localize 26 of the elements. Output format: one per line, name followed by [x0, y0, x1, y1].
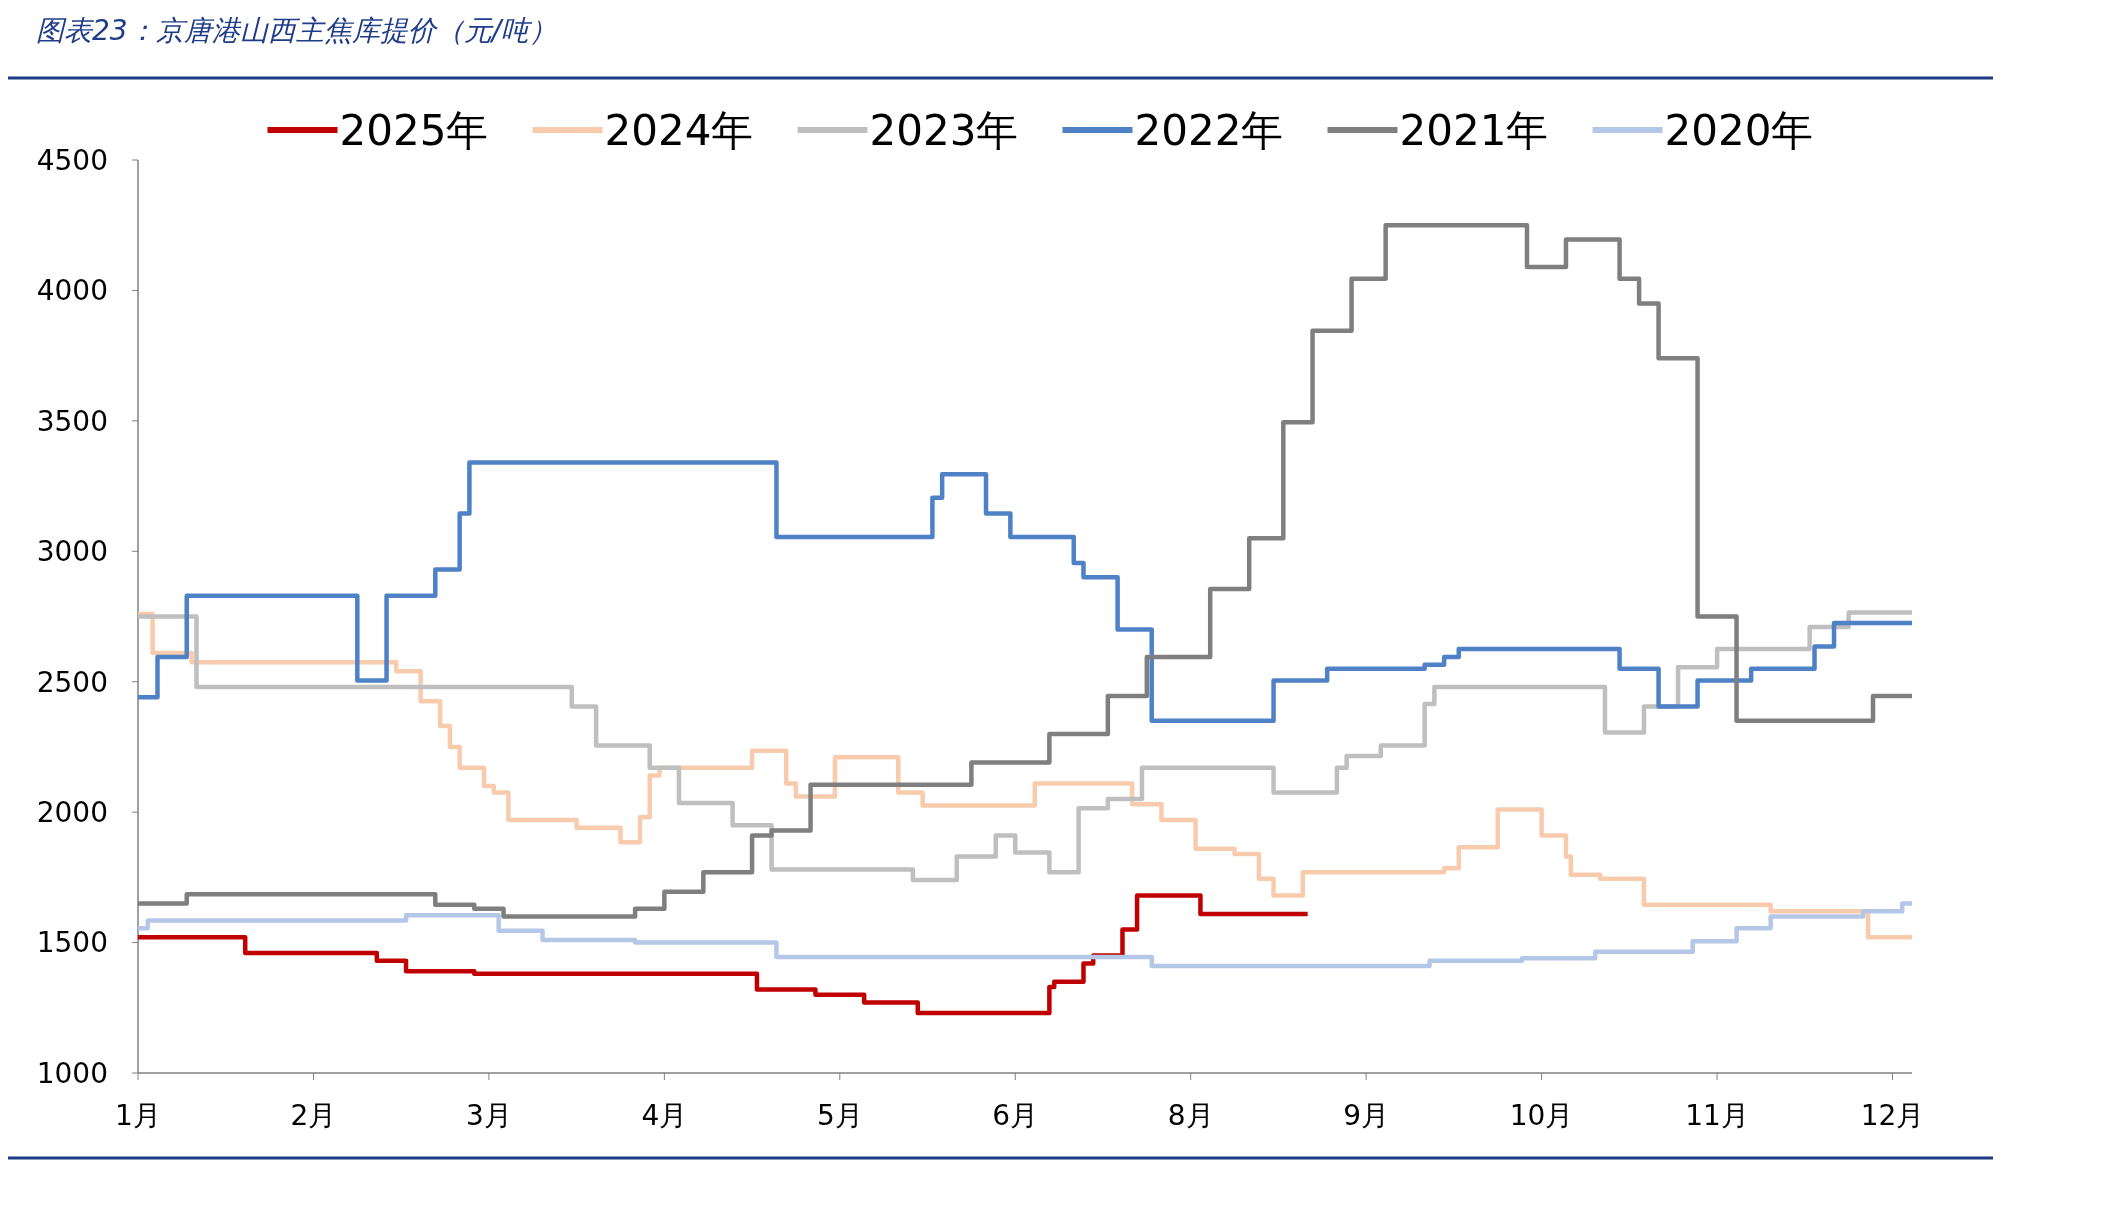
x-tick-label: 5月: [816, 1099, 863, 1132]
x-tick-label: 11月: [1685, 1099, 1749, 1132]
x-tick-label: 6月: [992, 1099, 1039, 1132]
x-tick-label: 1月: [115, 1099, 161, 1132]
x-tick-label: 4月: [641, 1099, 688, 1132]
x-tick-label: 3月: [465, 1099, 512, 1132]
x-tick-label: 12月: [1860, 1099, 1925, 1132]
y-tick-label: 4000: [36, 274, 108, 308]
y-tick-label: 1000: [36, 1056, 108, 1090]
chart-title: 图表23：京唐港山西主焦库提价（元/吨）: [36, 14, 558, 47]
x-tick-label: 10月: [1509, 1099, 1574, 1132]
y-tick-label: 2000: [36, 795, 108, 829]
y-tick-label: 2500: [36, 665, 108, 699]
x-tick-label: 9月: [1343, 1099, 1390, 1132]
legend-label: 2021年: [1399, 105, 1549, 155]
x-tick-label: 2月: [290, 1099, 337, 1132]
legend-label: 2022年: [1134, 105, 1284, 155]
y-tick-label: 1500: [36, 926, 108, 960]
legend-label: 2020年: [1664, 105, 1814, 155]
y-tick-label: 3500: [36, 404, 108, 438]
y-tick-label: 4500: [36, 143, 108, 177]
x-tick-label: 8月: [1167, 1099, 1214, 1132]
legend-label: 2024年: [604, 105, 754, 155]
legend-label: 2023年: [869, 105, 1019, 155]
legend-label: 2025年: [339, 105, 489, 155]
y-tick-label: 3000: [36, 535, 108, 569]
